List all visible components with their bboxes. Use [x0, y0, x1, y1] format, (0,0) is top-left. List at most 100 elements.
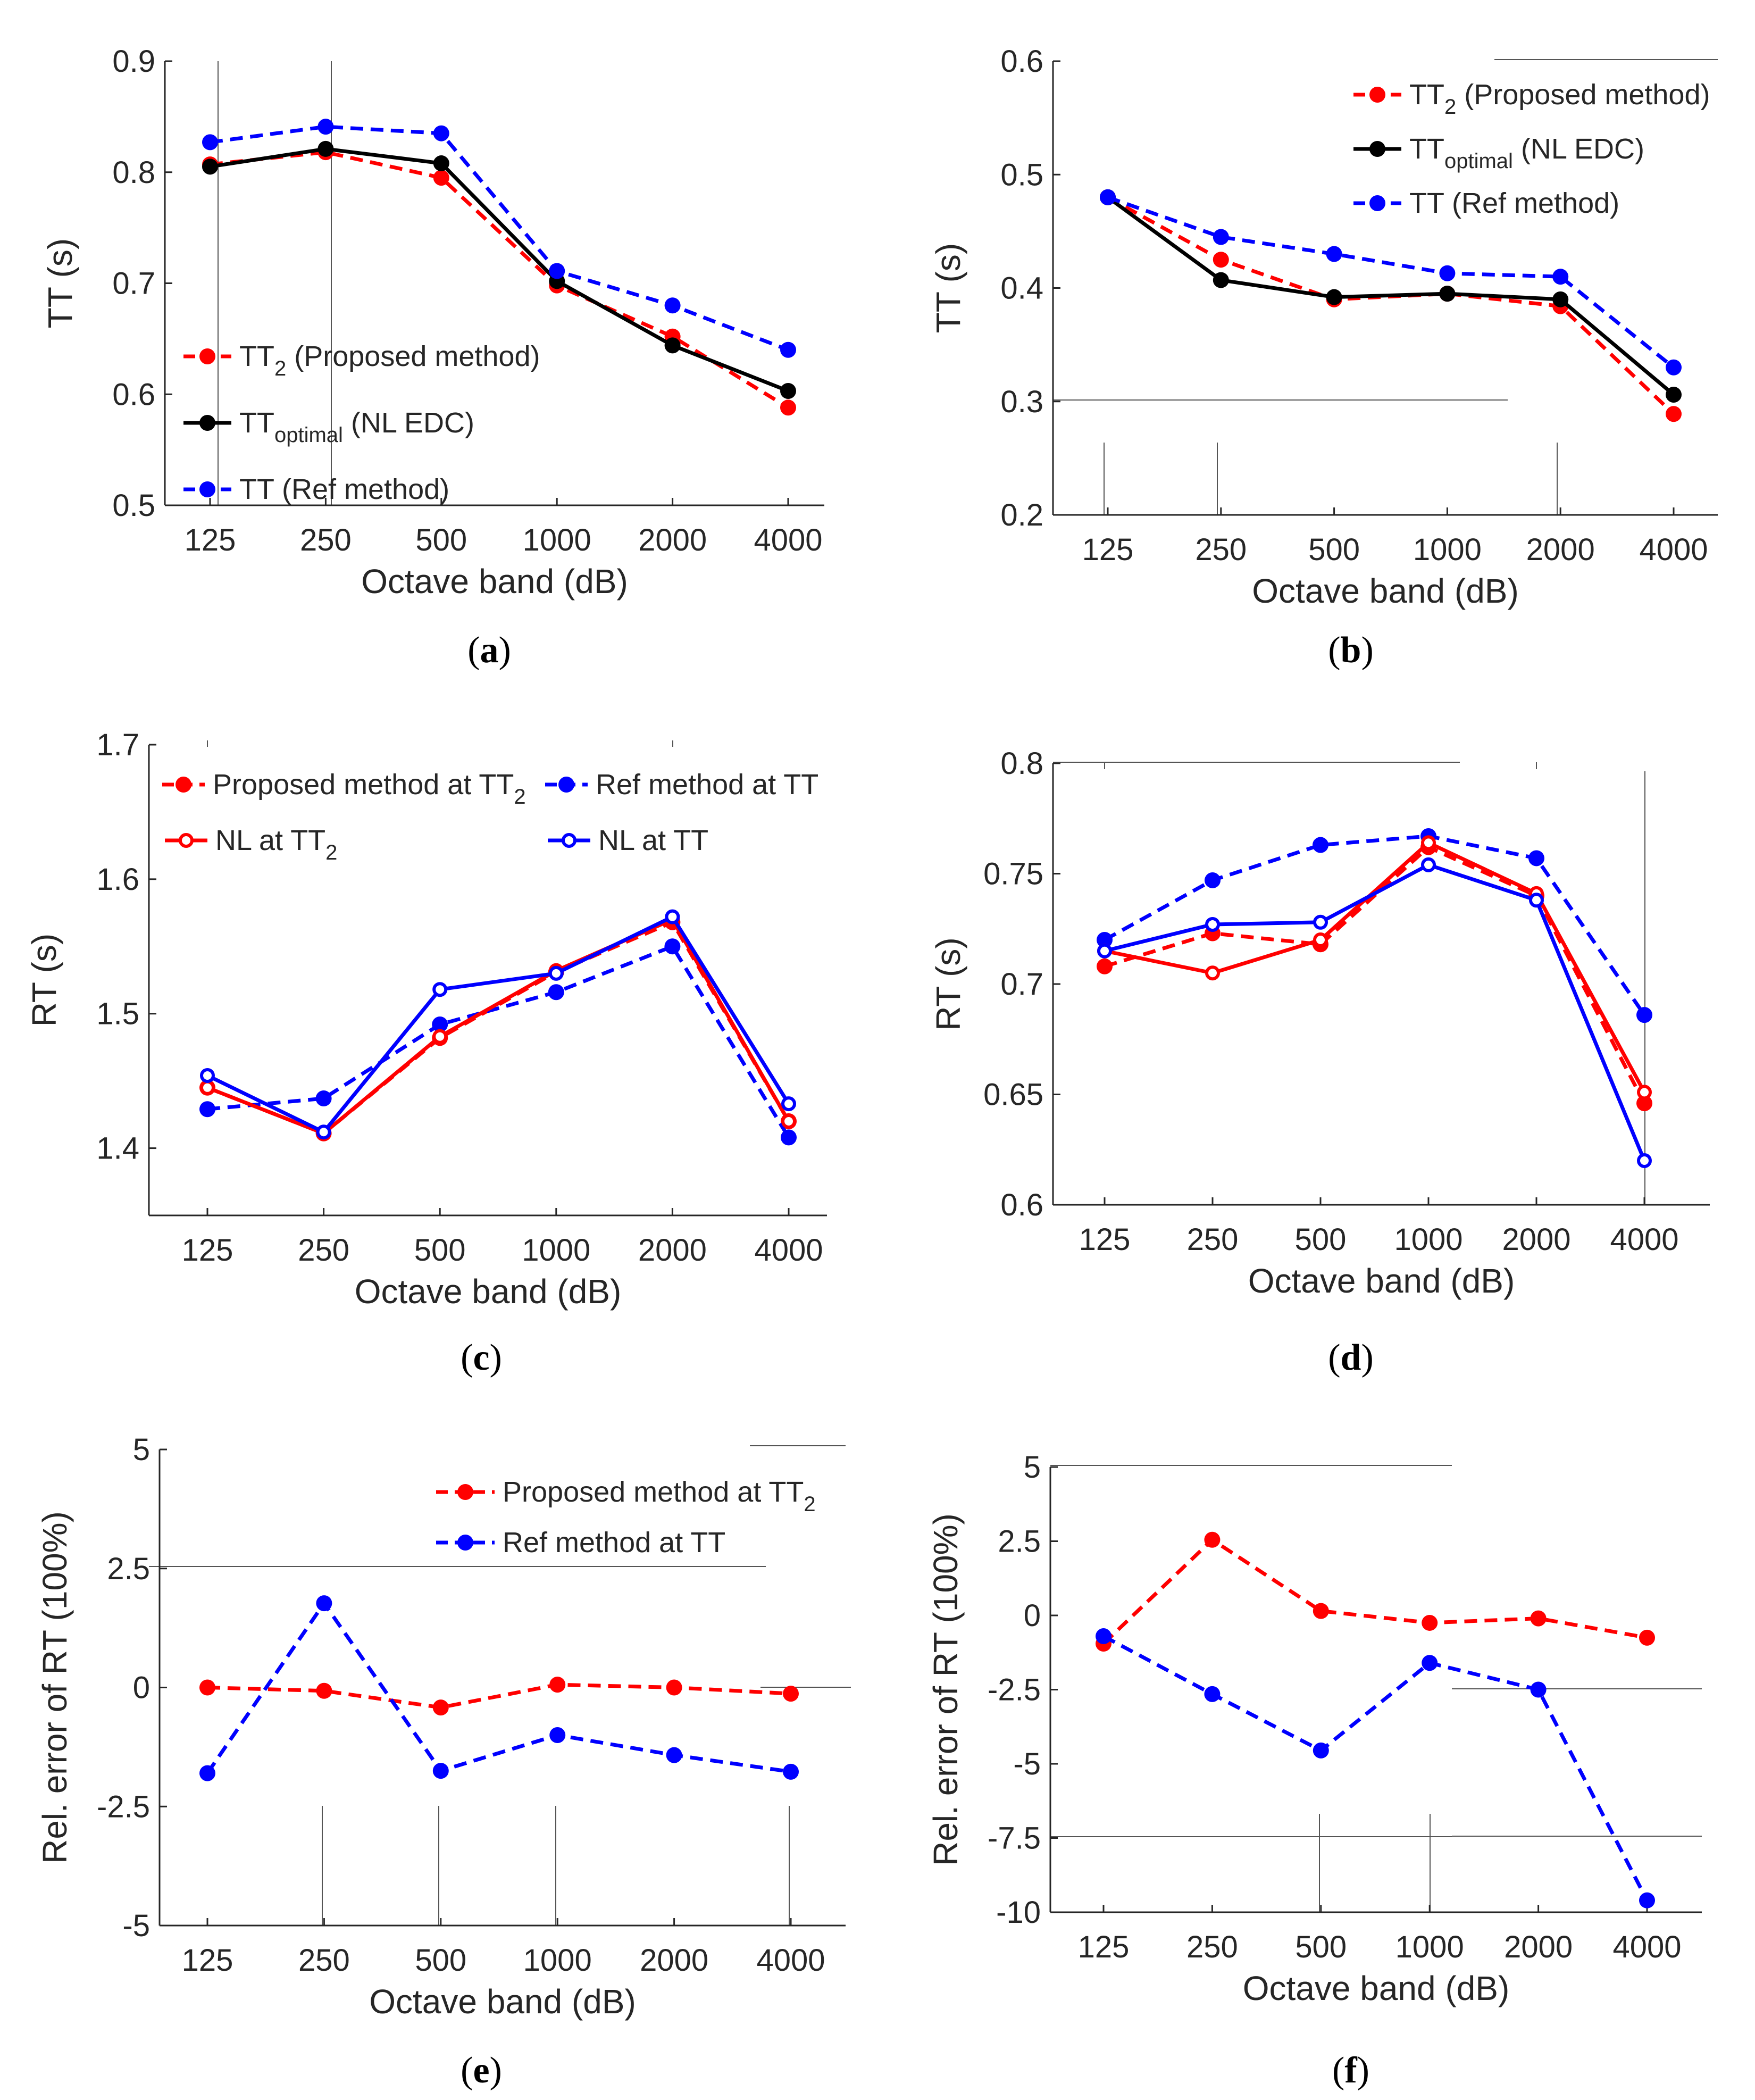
data-point-1-4	[1528, 850, 1544, 866]
legend-marker-1	[558, 777, 574, 793]
y-tick-label-1: 0.3	[1000, 385, 1043, 419]
data-point-0-1	[1213, 252, 1229, 268]
series-line-1	[1102, 1634, 1649, 1902]
data-point-0-5	[1666, 406, 1682, 422]
data-point-1-2	[432, 1763, 449, 1779]
data-point-2-0	[200, 1080, 215, 1095]
data-point-3-5	[1637, 1153, 1652, 1168]
data-point-3-5	[781, 1096, 796, 1112]
x-tick-label-5: 4000	[754, 523, 822, 557]
data-point-1-4	[664, 938, 681, 955]
y-tick-label-3: 0.5	[1000, 157, 1043, 192]
x-tick-label-0: 125	[1082, 532, 1134, 567]
caption: (c)	[461, 1337, 502, 1378]
y-tick-label-3: -2.5	[988, 1673, 1041, 1707]
series-line-1	[210, 147, 789, 393]
data-point-0-3	[1422, 1614, 1438, 1631]
series-line-2	[1104, 840, 1647, 1094]
series-line-2	[1107, 195, 1675, 369]
x-tick-label-3: 1000	[522, 1233, 590, 1268]
data-point-2-3	[549, 263, 565, 279]
chart-f: -10 -7.5 -5 -2.5 0 2.5 5 125 250 500 1000 2000 4000 O…	[926, 1450, 1702, 2091]
legend-marker-0	[199, 348, 215, 364]
x-tick-label-2: 500	[415, 523, 467, 557]
data-point-2-5	[781, 1114, 796, 1129]
caption: (f)	[1332, 2050, 1369, 2091]
y-axis-label: Rel. error of RT (100%)	[926, 1513, 965, 1866]
y-tick-label-2: 1.6	[96, 862, 139, 897]
data-point-3-2	[432, 982, 448, 997]
series-line-0	[207, 1682, 791, 1710]
data-point-1-1	[1213, 272, 1229, 288]
x-tick-label-2: 500	[415, 1943, 466, 1978]
y-tick-label-3: 1.7	[96, 728, 139, 762]
series-line-0	[1104, 845, 1647, 1104]
x-tick-label-3: 1000	[1395, 1930, 1464, 1964]
data-point-3-1	[316, 1124, 331, 1140]
y-axis-label: RT (s)	[929, 937, 967, 1030]
y-tick-label-0: 1.4	[96, 1131, 139, 1166]
x-tick-label-3: 1000	[523, 1943, 592, 1978]
data-point-2-1	[1205, 965, 1220, 981]
x-tick-label-2: 500	[1295, 1930, 1347, 1964]
legend-marker-1	[199, 415, 215, 431]
data-point-0-5	[780, 399, 796, 416]
data-point-1-5	[783, 1763, 799, 1780]
y-tick-label-0: -5	[122, 1909, 150, 1943]
data-point-2-2	[432, 1029, 448, 1044]
data-point-1-1	[1204, 1686, 1221, 1702]
x-tick-label-4: 2000	[640, 1943, 708, 1978]
data-point-2-5	[1637, 1085, 1652, 1100]
data-point-0-4	[666, 1679, 682, 1696]
legend-marker-2	[199, 481, 215, 497]
y-tick-label-2: -5	[1013, 1747, 1041, 1781]
legend-label-2: TT (Ref method)	[1409, 187, 1619, 219]
legend-marker-0	[1369, 87, 1385, 103]
x-tick-label-0: 125	[1079, 1222, 1131, 1257]
data-point-1-4	[1530, 1681, 1547, 1698]
x-tick-label-0: 125	[185, 523, 236, 557]
data-point-1-0	[199, 1101, 215, 1118]
y-tick-label-3: 0.8	[112, 155, 155, 190]
x-axis-label: Octave band (dB)	[1243, 1969, 1510, 2007]
y-tick-label-1: -2.5	[97, 1789, 150, 1824]
data-point-0-1	[316, 1682, 332, 1699]
data-point-1-2	[1313, 837, 1328, 853]
series-line-3	[1104, 863, 1647, 1162]
legend-label-1: Ref method at TT	[503, 1527, 725, 1559]
legend-marker-2	[1369, 195, 1385, 211]
x-tick-label-3: 1000	[1394, 1222, 1462, 1257]
data-point-2-5	[1666, 359, 1682, 376]
data-point-3-2	[1313, 914, 1328, 930]
y-tick-label-2: 0	[133, 1671, 150, 1705]
data-point-1-5	[1666, 386, 1682, 403]
y-tick-label-4: 0.9	[112, 44, 155, 79]
x-tick-label-5: 4000	[1612, 1930, 1681, 1964]
y-tick-label-0: -10	[996, 1895, 1041, 1930]
x-tick-label-4: 2000	[1502, 1222, 1570, 1257]
legend-marker-3	[562, 833, 576, 848]
data-point-1-1	[1205, 872, 1221, 888]
x-axis-label: Octave band (dB)	[1248, 1262, 1515, 1300]
y-tick-label-2: 0.7	[1000, 967, 1043, 1002]
data-point-1-1	[316, 1595, 332, 1612]
legend: TT2 (Proposed method) TToptimal (NL EDC) T…	[183, 340, 540, 505]
data-point-1-0	[199, 1765, 215, 1781]
x-tick-label-4: 2000	[1504, 1930, 1573, 1964]
legend: Proposed method at TT2 Ref method at TT	[436, 1476, 816, 1559]
data-point-3-4	[1529, 893, 1544, 908]
legend-label-2: TT (Ref method)	[239, 473, 449, 505]
legend: TT2 (Proposed method) TToptimal (NL EDC) T…	[1353, 79, 1710, 219]
data-point-1-0	[202, 159, 218, 175]
legend-label-0: TT2 (Proposed method)	[239, 340, 540, 380]
data-point-0-2	[433, 170, 449, 186]
data-point-2-0	[1100, 189, 1116, 205]
data-point-2-3	[1439, 265, 1456, 281]
data-point-2-1	[1213, 229, 1229, 245]
legend-label-0: Proposed method at TT2	[213, 769, 526, 809]
data-point-0-5	[783, 1686, 799, 1702]
data-point-0-4	[1530, 1610, 1547, 1627]
y-tick-label-6: 5	[1024, 1450, 1041, 1485]
legend-marker-1	[1369, 141, 1385, 157]
